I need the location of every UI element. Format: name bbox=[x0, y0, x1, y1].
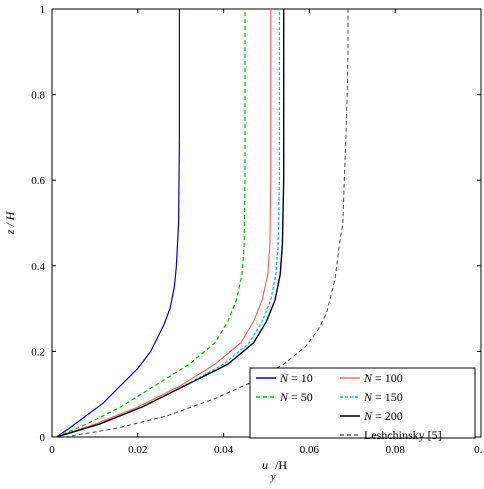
y-axis-label: z / H bbox=[3, 210, 17, 235]
plot-area bbox=[51, 8, 482, 438]
x-tick-label: 0.08 bbox=[386, 444, 406, 456]
x-ticks: 0 0.02 0.04 0.06 0.08 0.1 bbox=[49, 9, 484, 456]
x-axis-label-suffix: /H bbox=[275, 458, 287, 472]
series-lines bbox=[55, 9, 349, 438]
y-tick-label: 0.8 bbox=[31, 90, 45, 102]
series-line-1 bbox=[56, 9, 246, 438]
y-tick-label: 0.6 bbox=[31, 175, 45, 187]
x-tick-label: 0.04 bbox=[214, 444, 234, 456]
x-axis-label-symbol: u bbox=[262, 458, 268, 472]
series-line-0 bbox=[55, 9, 180, 438]
legend-label: N = 150 bbox=[363, 390, 403, 404]
y-tick-label: 0 bbox=[40, 432, 46, 444]
x-tick-label: 0.06 bbox=[300, 444, 320, 456]
x-tick-label: 0 bbox=[49, 444, 55, 456]
legend: N = 10 N = 50 N = 100 N = 150 N = 200 Leshchi… bbox=[249, 367, 476, 442]
x-axis-label: u /H bbox=[262, 458, 287, 472]
y-tick-label: 1 bbox=[40, 4, 46, 16]
x-axis-label-subscript: y bbox=[270, 472, 276, 483]
legend-label: N = 10 bbox=[279, 371, 313, 385]
x-tick-label: 0.02 bbox=[128, 444, 147, 456]
y-tick-label: 0.2 bbox=[31, 346, 45, 358]
series-line-3 bbox=[56, 9, 281, 438]
series-line-2 bbox=[56, 9, 272, 438]
x-tick-label: 0.1 bbox=[474, 444, 484, 456]
legend-label: N = 50 bbox=[279, 390, 313, 404]
y-ticks: 0 0.2 0.4 0.6 0.8 1 bbox=[31, 4, 481, 444]
legend-label: N = 100 bbox=[363, 371, 403, 385]
legend-label: N = 200 bbox=[363, 409, 403, 423]
series-line-5 bbox=[64, 9, 349, 438]
legend-label: Leshchinsky [5] bbox=[364, 428, 442, 442]
y-tick-label: 0.4 bbox=[31, 261, 45, 273]
series-line-4 bbox=[56, 9, 285, 438]
legend-box bbox=[249, 367, 476, 439]
